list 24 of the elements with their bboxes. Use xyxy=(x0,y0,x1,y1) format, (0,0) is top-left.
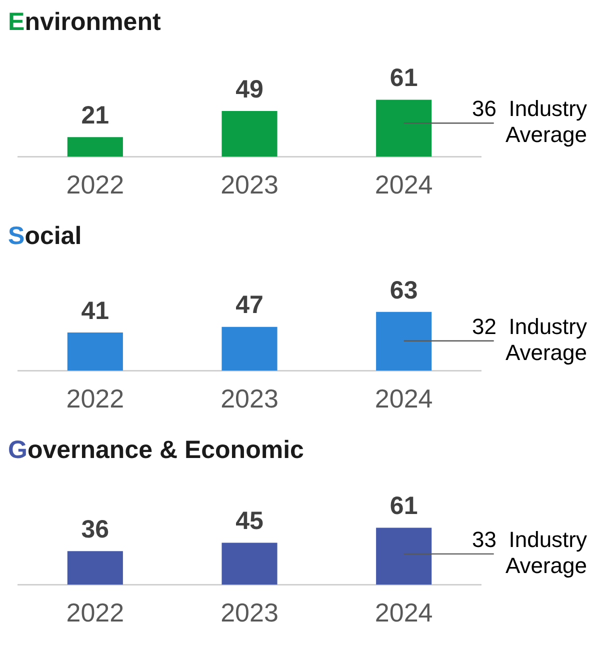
data-label: 61 xyxy=(390,492,418,520)
x-tick-label: 2022 xyxy=(66,384,124,414)
data-label: 41 xyxy=(81,296,110,325)
x-tick-label: 2023 xyxy=(220,384,278,414)
chart-title: Environment xyxy=(8,8,161,36)
ref-line-label: 33 Industry Average xyxy=(472,527,587,578)
x-tick-label: 2023 xyxy=(220,170,278,200)
x-tick-label: 2024 xyxy=(374,384,433,414)
data-label: 47 xyxy=(236,291,264,320)
x-tick-label: 2024 xyxy=(374,170,433,200)
chart-title: Social xyxy=(8,222,82,250)
ref-line-label: 32 Industry Average xyxy=(472,314,587,365)
data-label: 49 xyxy=(236,75,264,104)
chart-title: Governance & Economic xyxy=(8,436,304,464)
data-label: 21 xyxy=(81,102,110,130)
data-label: 45 xyxy=(236,507,264,536)
data-label: 36 xyxy=(81,516,110,544)
x-tick-label: 2024 xyxy=(374,598,433,628)
x-tick-label: 2023 xyxy=(220,598,278,628)
x-tick-label: 2022 xyxy=(66,598,124,628)
x-tick-label: 2022 xyxy=(66,170,124,200)
data-label: 63 xyxy=(390,276,418,304)
data-label: 61 xyxy=(390,64,418,92)
ref-line-label: 36 Industry Average xyxy=(472,96,587,148)
